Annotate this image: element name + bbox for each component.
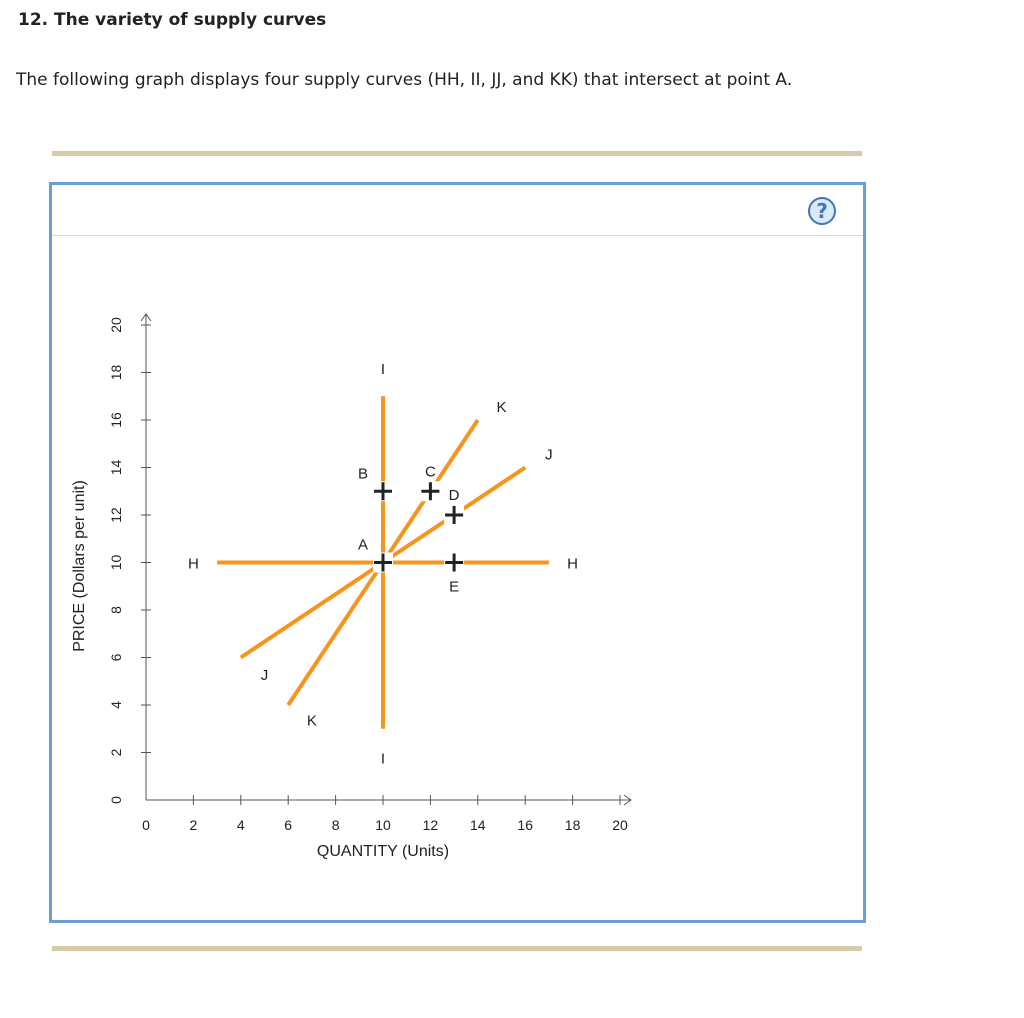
y-tick-label: 20 — [108, 317, 124, 333]
point-b: B — [358, 465, 393, 502]
point-label: C — [425, 463, 436, 480]
curve-label-kk: K — [496, 399, 506, 416]
graph-header-divider — [52, 235, 863, 236]
x-axis-label: QUANTITY (Units) — [317, 843, 449, 860]
y-tick-label: 2 — [108, 748, 124, 756]
y-tick-label: 18 — [108, 365, 124, 381]
x-tick-label: 10 — [375, 817, 391, 833]
y-tick-label: 0 — [108, 796, 124, 804]
point-label: A — [358, 537, 368, 554]
bottom-divider — [52, 946, 862, 951]
point-label: D — [449, 487, 460, 504]
curve-labels: H H I I J J K K — [188, 361, 578, 768]
x-tick-label: 2 — [190, 817, 198, 833]
y-tick-label: 8 — [108, 606, 124, 614]
curve-label-kk: K — [307, 712, 317, 729]
point-e: E — [444, 552, 465, 596]
point-label: E — [449, 579, 459, 596]
x-tick-label: 6 — [284, 817, 292, 833]
x-tick-label: 12 — [423, 817, 439, 833]
x-tick-label: 14 — [470, 817, 486, 833]
x-tick-label: 20 — [612, 817, 628, 833]
point-a: A — [358, 537, 393, 573]
x-tick-label: 18 — [565, 817, 581, 833]
point-label: B — [358, 465, 368, 482]
curve-label-jj: J — [261, 667, 269, 684]
x-tick-label: 8 — [332, 817, 340, 833]
top-divider — [52, 151, 862, 156]
curve-label-hh: H — [188, 556, 199, 573]
curve-label-jj: J — [545, 446, 553, 463]
x-tick-label: 16 — [517, 817, 533, 833]
curve-label-hh: H — [567, 556, 578, 573]
y-axis-arrow — [140, 313, 152, 322]
x-axis-arrow — [623, 794, 632, 806]
question-title: 12. The variety of supply curves — [18, 10, 327, 30]
y-tick-label: 16 — [108, 412, 124, 428]
y-tick-label: 10 — [108, 555, 124, 571]
chart-axes: 0 2 4 6 8 10 12 14 16 18 20 0 2 4 6 8 10 12 14 16 18 20 — [108, 313, 632, 833]
help-button[interactable]: ? — [808, 197, 836, 225]
point-d: D — [444, 487, 465, 525]
y-axis-label: PRICE (Dollars per unit) — [71, 480, 88, 652]
question-text: The following graph displays four supply… — [16, 70, 793, 90]
y-tick-label: 6 — [108, 653, 124, 661]
x-tick-label: 4 — [237, 817, 245, 833]
y-tick-label: 14 — [108, 460, 124, 476]
chart-points: A B CD E — [358, 463, 465, 596]
curve-label-ii: I — [381, 361, 385, 378]
curve-label-ii: I — [381, 750, 385, 767]
x-tick-label: 0 — [142, 817, 150, 833]
point-c: C — [420, 463, 441, 502]
y-tick-label: 12 — [108, 507, 124, 523]
y-tick-label: 4 — [108, 701, 124, 709]
